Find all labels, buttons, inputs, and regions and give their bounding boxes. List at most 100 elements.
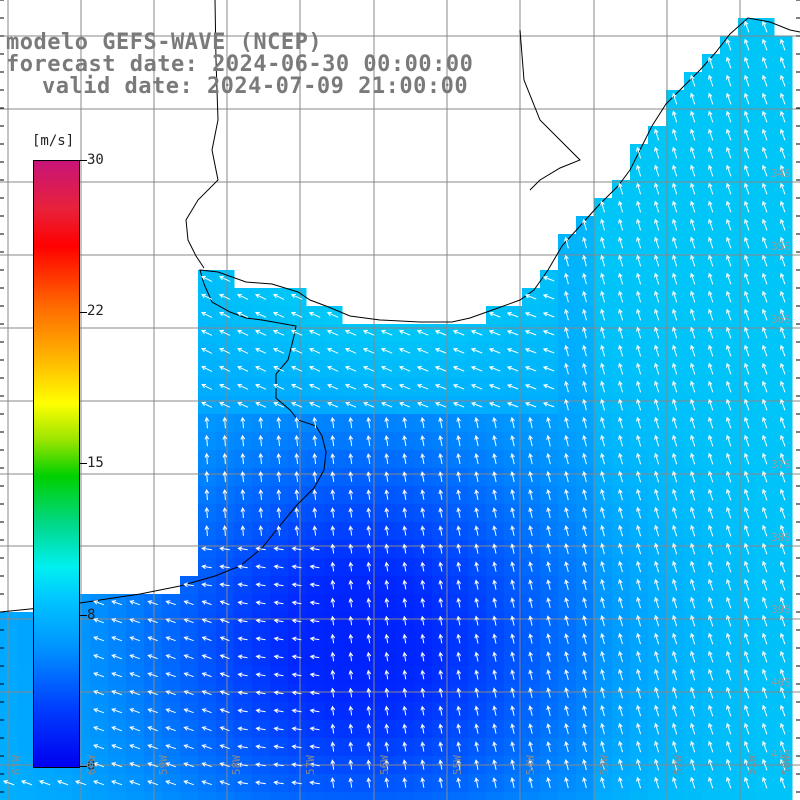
wind-arrow <box>690 560 696 573</box>
wind-arrow <box>420 633 426 644</box>
wind-arrow <box>726 650 732 663</box>
wind-arrow <box>690 200 696 213</box>
wind-arrow <box>744 470 750 483</box>
wind-arrow <box>308 311 321 318</box>
wind-arrow <box>744 20 750 33</box>
wind-arrow <box>183 726 194 732</box>
wind-arrow <box>690 308 696 321</box>
wind-arrow <box>129 708 140 714</box>
wind-arrow <box>219 546 230 552</box>
wind-arrow <box>219 618 230 624</box>
wind-arrow <box>600 578 605 591</box>
wind-arrow <box>255 347 267 354</box>
wind-arrow <box>470 402 483 408</box>
wind-arrow <box>708 650 714 663</box>
wind-arrow <box>434 384 447 390</box>
wind-arrow <box>708 344 714 357</box>
wind-arrow <box>582 758 587 771</box>
wind-arrow <box>564 597 569 609</box>
wind-arrow <box>528 543 533 554</box>
wind-arrow <box>636 488 642 501</box>
wind-arrow <box>366 471 372 482</box>
wind-arrow <box>219 780 230 786</box>
wind-arrow <box>237 618 248 624</box>
colorbar-label: 15 <box>87 455 104 471</box>
ocean-cell <box>450 792 469 800</box>
wind-arrow <box>330 597 336 608</box>
wind-arrow <box>438 543 444 554</box>
wind-arrow <box>201 780 212 786</box>
wind-arrow <box>273 582 284 588</box>
wind-arrow <box>690 182 696 195</box>
wind-arrow <box>690 632 696 645</box>
wind-arrow <box>618 650 623 663</box>
wind-arrow <box>708 524 714 537</box>
wind-arrow <box>240 452 246 465</box>
wind-arrow <box>111 780 123 786</box>
wind-arrow <box>204 416 210 429</box>
wind-arrow <box>456 651 462 662</box>
wind-arrow <box>165 708 176 714</box>
wind-arrow <box>456 543 461 554</box>
wind-arrow <box>492 651 497 662</box>
wind-arrow <box>582 669 587 681</box>
wind-arrow <box>582 434 587 447</box>
wind-arrow <box>708 614 714 627</box>
wind-arrow <box>456 669 462 680</box>
ocean-cell <box>90 792 109 800</box>
wind-arrow <box>204 506 210 519</box>
wind-arrow <box>779 254 786 267</box>
wind-arrow <box>201 618 212 624</box>
wind-arrow <box>564 615 569 627</box>
wind-arrow <box>384 471 390 482</box>
wind-arrow <box>219 311 231 318</box>
wind-arrow <box>779 164 786 177</box>
wind-arrow <box>93 762 105 768</box>
wind-arrow <box>330 561 336 572</box>
wind-arrow <box>654 632 660 645</box>
wind-arrow <box>420 651 426 662</box>
wind-arrow <box>204 434 210 447</box>
wind-arrow <box>183 762 194 768</box>
wind-arrow <box>600 236 605 249</box>
wind-arrow <box>348 561 354 572</box>
wind-arrow <box>420 561 426 572</box>
wind-arrow <box>222 488 228 501</box>
wind-arrow <box>201 690 212 696</box>
wind-arrow <box>291 365 303 372</box>
wind-arrow <box>654 758 660 771</box>
wind-arrow <box>726 686 732 699</box>
ocean-cell <box>540 792 559 800</box>
wind-arrow <box>672 146 678 159</box>
wind-arrow <box>779 326 786 339</box>
wind-arrow <box>93 690 105 696</box>
wind-arrow <box>690 74 696 87</box>
wind-arrow <box>762 218 768 231</box>
wind-arrow <box>488 366 501 372</box>
wind-arrow <box>420 489 425 500</box>
wind-arrow <box>600 218 605 231</box>
wind-arrow <box>726 362 732 375</box>
wind-arrow <box>600 542 605 555</box>
wind-arrow <box>546 561 551 573</box>
wind-arrow <box>273 546 284 552</box>
wind-arrow <box>708 668 714 681</box>
wind-arrow <box>492 759 497 770</box>
wind-arrow <box>528 776 533 789</box>
ocean-cell <box>198 792 217 800</box>
wind-arrow <box>636 218 642 231</box>
wind-arrow <box>564 542 569 555</box>
wind-arrow <box>129 690 140 696</box>
wind-arrow <box>654 704 660 717</box>
ocean-cell <box>720 792 739 800</box>
colorbar-tick <box>79 312 87 313</box>
wind-arrow <box>636 542 642 555</box>
wind-arrow <box>492 452 497 465</box>
ocean-cell <box>18 738 37 757</box>
wind-arrow <box>510 525 515 536</box>
wind-arrow <box>528 561 533 572</box>
wind-arrow <box>474 561 479 572</box>
wind-arrow <box>762 182 768 195</box>
wind-arrow <box>222 416 228 429</box>
wind-arrow <box>762 56 768 69</box>
